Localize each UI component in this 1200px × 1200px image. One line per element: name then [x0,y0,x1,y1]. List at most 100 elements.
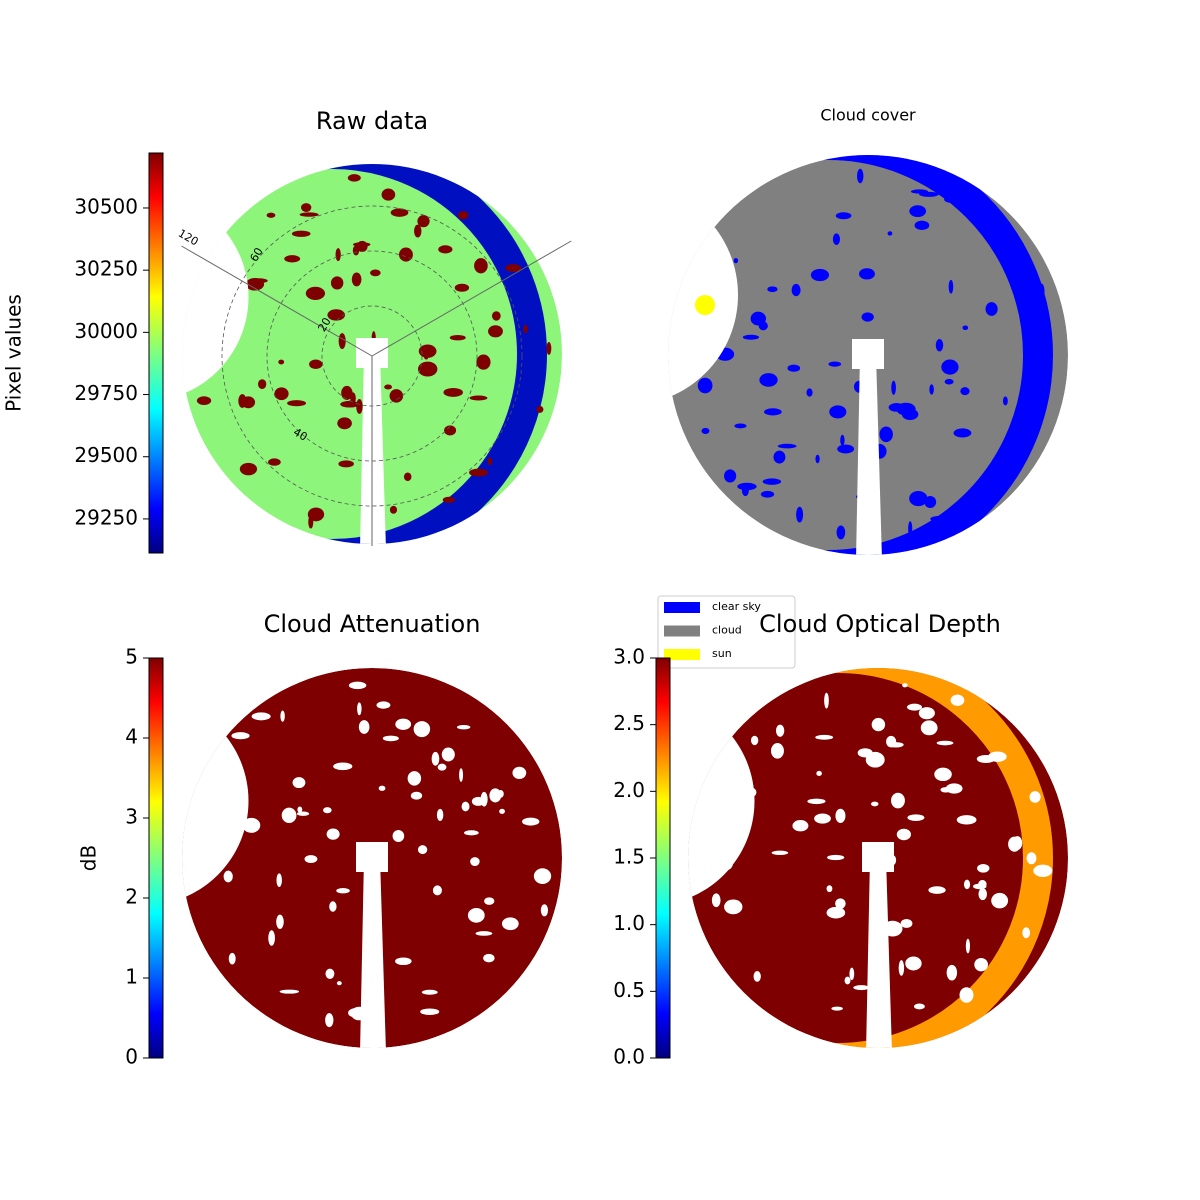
cloud-blob [356,240,368,252]
cloud-blob [972,883,987,890]
cloud-blob [807,798,826,805]
cloud-blob [284,255,301,263]
cloud-blob [469,395,488,401]
cloud-blob [292,777,306,789]
cloud-blob [896,828,911,841]
cloud-blob [988,751,1007,762]
colorbar-tick-label: 3 [125,805,138,829]
cloud-blob [436,808,444,821]
horizon-mask [182,696,249,906]
cloud-blob [327,309,346,321]
cloud-blob [501,917,519,931]
cloud-blob [985,302,998,316]
cloud-blob [978,888,987,901]
panel-title: Cloud Attenuation [264,610,481,638]
cloud-blob [826,885,833,893]
sky-edge [668,155,1053,555]
cloud-blob [816,770,822,777]
cloud-blob [928,886,946,894]
cloud-blob [764,408,782,416]
colorbar-tick-label: 1 [125,965,138,989]
sky-image [668,155,1068,555]
colorbar [655,657,671,1059]
cloud-blob [251,712,271,721]
cloud-blob [536,405,544,413]
cloud-blob [953,428,972,438]
cloud-blob [459,768,464,782]
cloud-blob [325,1013,334,1028]
cloud-blob [861,312,874,322]
cloud-blob [777,443,797,449]
cloud-blob [276,873,282,888]
cloud-blob [512,766,527,780]
cloud-blob [767,286,778,293]
cloud-blob [330,276,344,290]
cloud-blob [1010,435,1019,446]
cloud-blob [258,379,267,390]
cloud-blob [905,956,922,971]
cloud-blob [989,469,999,477]
cloud-blob [333,762,353,771]
cloud-blob [279,989,300,994]
cloud-blob [701,427,710,435]
cloud-blob [464,830,479,836]
cloud-blob [287,400,307,407]
cloud-blob [309,359,323,370]
cloud-blob [392,829,405,842]
cloud-blob [245,278,265,291]
cloud-blob [533,868,552,884]
cloud-blob [907,814,925,822]
cloud-blob [827,854,845,861]
cloud-blob [407,771,422,786]
cloud-blob [423,353,429,360]
cloud-blob [350,392,356,405]
cloud-blob [308,515,314,529]
cloud-blob [792,820,809,832]
cloud-blob [945,783,963,794]
cloud-blob [491,311,501,321]
cloud-blob [909,205,927,218]
cloud-blob [974,957,988,972]
colorbar-tick-label: 2.5 [613,711,645,735]
cloud-blob [835,808,846,823]
cloud-blob [338,333,346,350]
cloud-blob [829,405,847,419]
cloud-blob [791,283,801,297]
cloud-blob [449,334,466,341]
cloud-blob [389,389,404,403]
cloud-blob [523,324,528,334]
cloud-blob [1002,396,1008,406]
colorbar-tick-label: 0.5 [613,978,645,1002]
cloud-blob [497,789,504,798]
colorbar-tick-label: 30250 [74,257,138,281]
cloud-blob [1012,836,1023,851]
cloud-blob [956,815,977,825]
colorbar-tick-label: 2 [125,885,138,909]
cloud-blob [741,484,749,497]
cloud-blob [376,701,391,709]
shadow-band [360,858,386,1048]
cloud-blob [522,817,540,826]
cloud-blob [276,914,284,930]
cloud-blob [888,742,904,748]
cloud-blob [734,423,747,429]
panel-title: Cloud cover [820,106,916,125]
cloud-blob [815,454,820,464]
cloud-blob [356,399,363,414]
cloud-blob [936,740,954,746]
cloud-blob [796,506,804,523]
cloud-blob [476,354,491,370]
cloud-blob [329,901,337,912]
cloud-blob [347,174,361,182]
cloud-blob [814,813,831,824]
shadow-band [360,354,386,544]
cloud-blob [930,515,950,522]
cloud-blob [760,490,775,498]
cloud-blob [1022,927,1031,939]
colorbar-tick-label: 30500 [74,194,138,218]
cloud-blob [733,258,739,264]
cloud-blob [1040,399,1047,414]
colorbar-tick-label: 4 [125,725,138,749]
cloud-blob [991,892,1009,909]
colorbar-tick-label: 1.0 [613,911,645,935]
